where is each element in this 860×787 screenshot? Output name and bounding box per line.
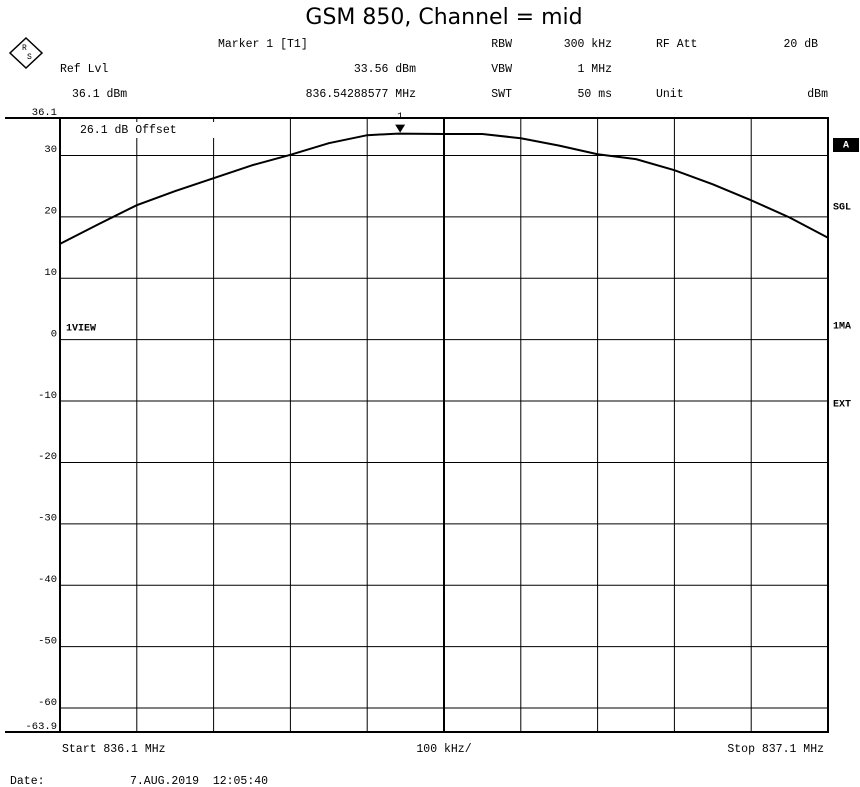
stop-label: Stop 837.1 MHz bbox=[727, 743, 824, 756]
swt: 50 ms bbox=[577, 88, 612, 101]
y-tick-label: 20 bbox=[44, 206, 57, 218]
marker-freq: 836.54288577 MHz bbox=[306, 88, 416, 101]
offset-bg bbox=[64, 122, 234, 138]
side-label: EXT bbox=[833, 400, 851, 411]
rbw: 300 kHz bbox=[564, 38, 612, 51]
side-label: SGL bbox=[833, 203, 851, 214]
logo: RS bbox=[8, 36, 44, 70]
side-box bbox=[833, 138, 859, 152]
plot-frame bbox=[59, 117, 829, 733]
vbw-label: VBW bbox=[491, 63, 512, 76]
vbw: 1 MHz bbox=[577, 63, 612, 76]
y-tick-label: -10 bbox=[38, 390, 57, 402]
ref-level: 36.1 dBm bbox=[72, 88, 127, 101]
y-tick-label: 30 bbox=[44, 144, 57, 156]
marker-level: 33.56 dBm bbox=[354, 63, 416, 76]
y-tick-label: -30 bbox=[38, 513, 57, 525]
svg-text:R: R bbox=[22, 44, 27, 53]
unit-label: Unit bbox=[656, 88, 684, 101]
side-label: A bbox=[843, 141, 849, 152]
view-label: 1VIEW bbox=[66, 323, 96, 334]
y-tick-label: -63.9 bbox=[25, 721, 57, 733]
marker-label: 1 bbox=[397, 112, 403, 123]
y-tick-label: -20 bbox=[38, 451, 57, 463]
att: 20 dB bbox=[783, 38, 818, 51]
marker bbox=[395, 124, 406, 133]
unit: dBm bbox=[807, 88, 828, 101]
marker-name: Marker 1 [T1] bbox=[218, 38, 308, 51]
rbw-label: RBW bbox=[491, 38, 512, 51]
chart-title: GSM 850, Channel = mid bbox=[305, 5, 582, 30]
date-label: Date: bbox=[10, 775, 45, 787]
date: 7.AUG.2019 12:05:40 bbox=[130, 775, 268, 787]
y-tick-label: 10 bbox=[44, 267, 57, 279]
att-label: RF Att bbox=[656, 38, 697, 51]
ref-label: Ref Lvl bbox=[60, 63, 108, 76]
offset-label: 26.1 dB Offset bbox=[80, 124, 177, 137]
span-label: 100 kHz/ bbox=[416, 743, 471, 756]
trace bbox=[59, 132, 829, 245]
y-tick-label: 36.1 bbox=[32, 107, 57, 119]
y-tick-label: -50 bbox=[38, 635, 57, 647]
y-tick-label: 0 bbox=[51, 328, 57, 340]
y-tick-label: -60 bbox=[38, 697, 57, 709]
swt-label: SWT bbox=[491, 88, 512, 101]
start-label: Start 836.1 MHz bbox=[62, 743, 166, 756]
svg-text:S: S bbox=[27, 53, 32, 62]
side-label: 1MA bbox=[833, 322, 851, 333]
y-tick-label: -40 bbox=[38, 574, 57, 586]
